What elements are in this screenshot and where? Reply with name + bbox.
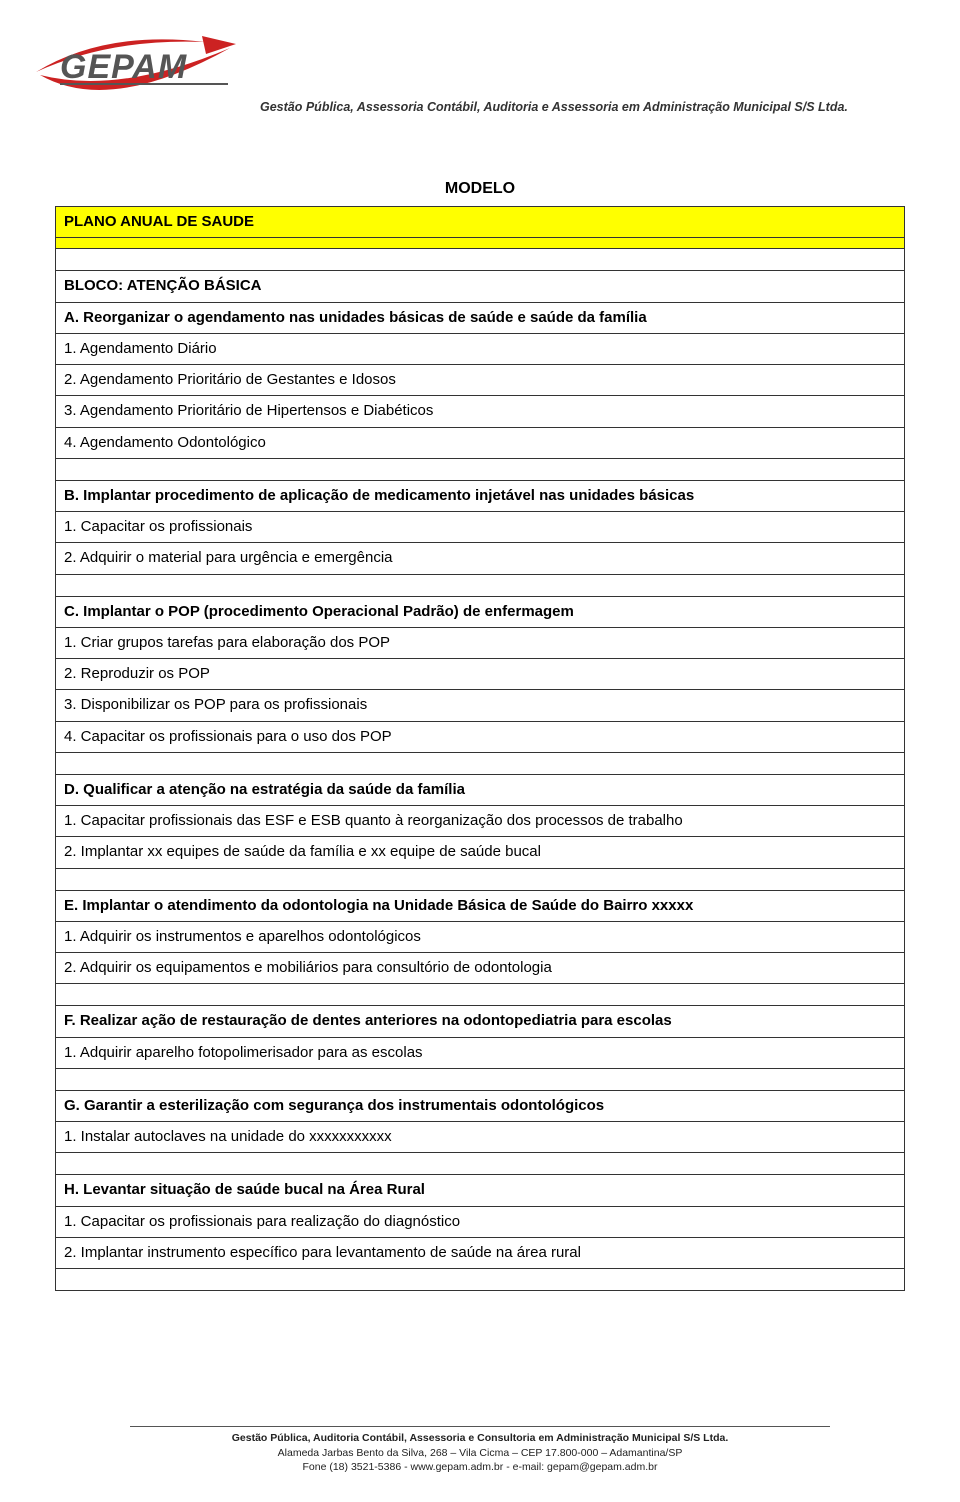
- document-content: MODELO PLANO ANUAL DE SAUDE BLOCO: ATENÇ…: [0, 150, 960, 1291]
- spacer-row: [56, 1153, 905, 1175]
- spacer-row: [56, 574, 905, 596]
- section-head: C. Implantar o POP (procedimento Operaci…: [56, 596, 905, 627]
- list-item: 1. Capacitar os profissionais para reali…: [56, 1206, 905, 1237]
- plan-title: PLANO ANUAL DE SAUDE: [56, 207, 905, 238]
- footer-line-3: Fone (18) 3521-5386 - www.gepam.adm.br -…: [0, 1460, 960, 1474]
- list-item: 1. Instalar autoclaves na unidade do xxx…: [56, 1122, 905, 1153]
- spacer-row: [56, 984, 905, 1006]
- list-item: 2. Reproduzir os POP: [56, 659, 905, 690]
- list-item: 2. Adquirir o material para urgência e e…: [56, 543, 905, 574]
- section-head: D. Qualificar a atenção na estratégia da…: [56, 774, 905, 805]
- list-item: 3. Agendamento Prioritário de Hipertenso…: [56, 396, 905, 427]
- logo: GEPAM: [30, 20, 240, 115]
- list-item: 2. Implantar instrumento específico para…: [56, 1237, 905, 1268]
- spacer-row: [56, 1068, 905, 1090]
- list-item: 1. Capacitar profissionais das ESF e ESB…: [56, 806, 905, 837]
- list-item: 2. Implantar xx equipes de saúde da famí…: [56, 837, 905, 868]
- list-item: 1. Adquirir os instrumentos e aparelhos …: [56, 921, 905, 952]
- header-tagline: Gestão Pública, Assessoria Contábil, Aud…: [260, 100, 848, 114]
- list-item: 1. Adquirir aparelho fotopolimerisador p…: [56, 1037, 905, 1068]
- section-head: A. Reorganizar o agendamento nas unidade…: [56, 302, 905, 333]
- footer-line-2: Alameda Jarbas Bento da Silva, 268 – Vil…: [0, 1446, 960, 1460]
- list-item: 3. Disponibilizar os POP para os profiss…: [56, 690, 905, 721]
- list-item: 2. Agendamento Prioritário de Gestantes …: [56, 365, 905, 396]
- spacer-row: [56, 752, 905, 774]
- spacer-row: [56, 1269, 905, 1291]
- plan-table: PLANO ANUAL DE SAUDE BLOCO: ATENÇÃO BÁSI…: [55, 206, 905, 1291]
- logo-text: GEPAM: [60, 48, 187, 86]
- section-head: BLOCO: ATENÇÃO BÁSICA: [56, 271, 905, 302]
- list-item: 2. Adquirir os equipamentos e mobiliário…: [56, 953, 905, 984]
- list-item: 4. Capacitar os profissionais para o uso…: [56, 721, 905, 752]
- logo-svg: GEPAM: [30, 20, 240, 110]
- list-item: 1. Capacitar os profissionais: [56, 512, 905, 543]
- spacer-row: [56, 249, 905, 271]
- footer-line-1: Gestão Pública, Auditoria Contábil, Asse…: [0, 1431, 960, 1445]
- page-header: GEPAM Gestão Pública, Assessoria Contábi…: [0, 0, 960, 150]
- list-item: 1. Criar grupos tarefas para elaboração …: [56, 627, 905, 658]
- section-head: F. Realizar ação de restauração de dente…: [56, 1006, 905, 1037]
- page-footer: Gestão Pública, Auditoria Contábil, Asse…: [0, 1426, 960, 1474]
- section-head: B. Implantar procedimento de aplicação d…: [56, 480, 905, 511]
- yellow-separator: [56, 238, 905, 249]
- modelo-label: MODELO: [55, 180, 905, 198]
- list-item: 4. Agendamento Odontológico: [56, 427, 905, 458]
- section-head: G. Garantir a esterilização com seguranç…: [56, 1090, 905, 1121]
- list-item: 1. Agendamento Diário: [56, 333, 905, 364]
- section-head: H. Levantar situação de saúde bucal na Á…: [56, 1175, 905, 1206]
- spacer-row: [56, 458, 905, 480]
- spacer-row: [56, 868, 905, 890]
- section-head: E. Implantar o atendimento da odontologi…: [56, 890, 905, 921]
